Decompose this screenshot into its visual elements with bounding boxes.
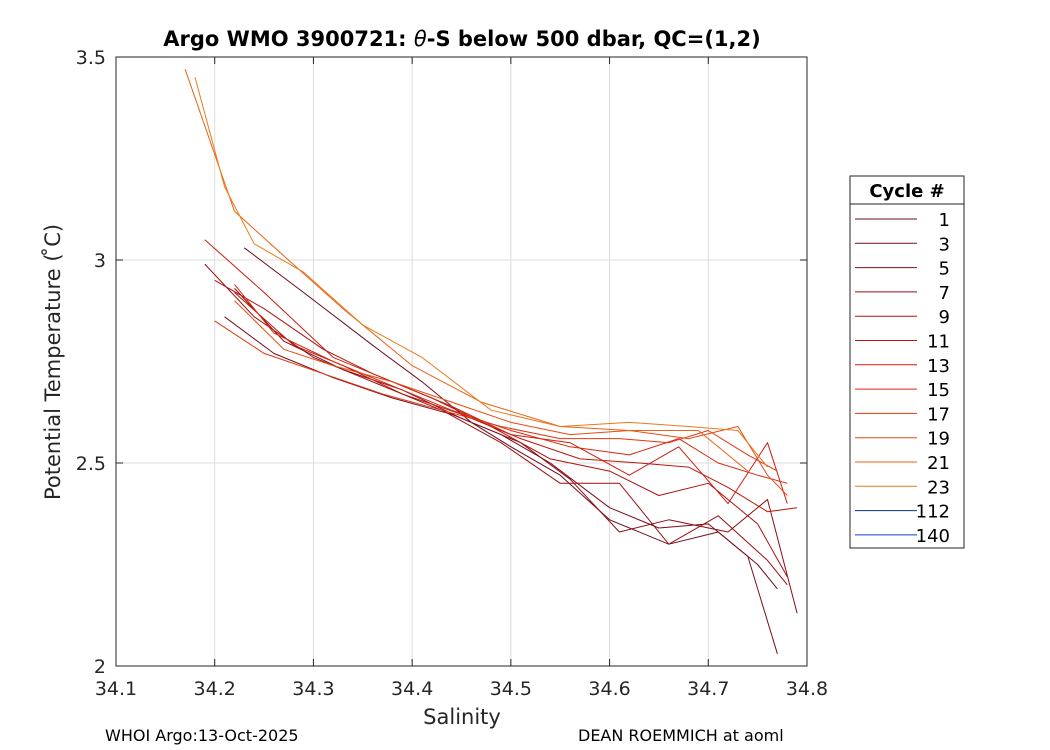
legend-label-cycle-1: 1 <box>939 210 950 231</box>
legend-label-cycle-13: 13 <box>927 356 950 377</box>
x-tick-label: 34.2 <box>194 678 236 700</box>
x-tick-label: 34.5 <box>490 678 532 700</box>
legend-label-cycle-112: 112 <box>916 502 950 523</box>
axis-ticks: 34.1 34.2 34.3 34.4 34.5 34.6 34.7 34.8 2 2.5 3 3.5 <box>76 47 828 700</box>
footer-right: DEAN ROEMMICH at aoml <box>578 726 784 745</box>
series-line-cycle-19 <box>234 300 788 496</box>
legend-label-cycle-23: 23 <box>927 477 950 498</box>
grid-lines <box>116 57 807 666</box>
legend-label-cycle-140: 140 <box>916 526 950 547</box>
axes-frame <box>115 56 808 667</box>
y-tick-label: 2 <box>94 656 106 678</box>
y-tick-label: 3.5 <box>76 47 106 69</box>
legend-label-cycle-17: 17 <box>927 404 950 425</box>
x-tick-label: 34.7 <box>687 678 729 700</box>
x-axis-label: Salinity <box>423 705 501 729</box>
legend-label-cycle-15: 15 <box>927 380 950 401</box>
x-tick-label: 34.6 <box>588 678 630 700</box>
y-tick-label: 3 <box>94 250 106 272</box>
axes-background <box>116 57 807 666</box>
series-line-cycle-5 <box>234 288 798 614</box>
legend-label-cycle-11: 11 <box>927 332 950 353</box>
series-line-cycle-21 <box>184 69 749 472</box>
legend-label-cycle-7: 7 <box>939 283 950 304</box>
x-tick-label: 34.8 <box>786 678 828 700</box>
series-lines <box>184 69 798 654</box>
x-tick-label: 34.4 <box>391 678 433 700</box>
y-axis-label: Potential Temperature ( ̊C) <box>41 224 65 500</box>
x-tick-label: 34.3 <box>292 678 334 700</box>
legend-title: Cycle # <box>869 181 944 202</box>
legend-label-cycle-21: 21 <box>927 453 950 474</box>
y-tick-label: 2.5 <box>76 453 106 475</box>
legend-label-cycle-5: 5 <box>939 259 950 280</box>
series-line-cycle-7 <box>204 263 788 586</box>
legend-label-cycle-3: 3 <box>939 234 950 255</box>
series-line-cycle-17 <box>214 320 778 472</box>
footer-left: WHOI Argo:13-Oct-2025 <box>105 726 299 745</box>
x-tick-label: 34.1 <box>95 678 137 700</box>
legend-label-cycle-19: 19 <box>927 429 950 450</box>
series-line-cycle-23 <box>194 77 768 468</box>
chart-title: Argo WMO 3900721: θ-S below 500 dbar, QC… <box>163 27 760 51</box>
series-line-cycle-15 <box>234 284 788 484</box>
legend-label-cycle-9: 9 <box>939 307 950 328</box>
